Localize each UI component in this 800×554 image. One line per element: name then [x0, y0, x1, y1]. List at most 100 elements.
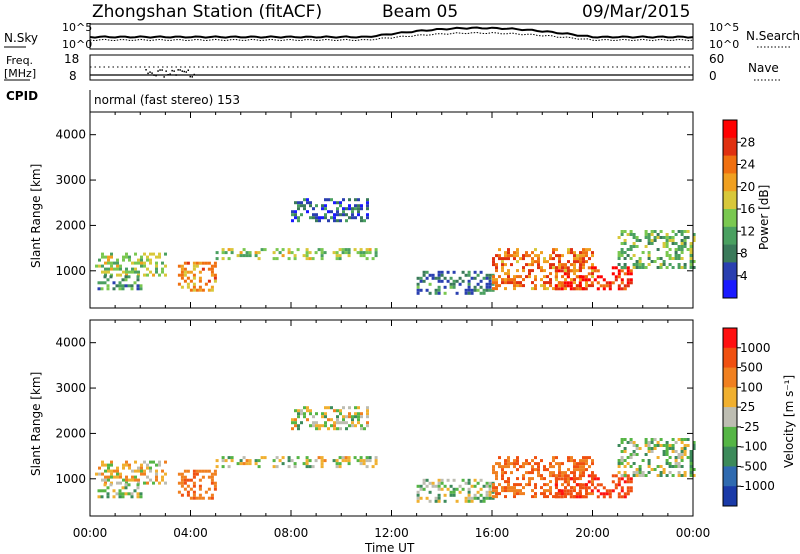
- power-cell: [366, 204, 369, 208]
- velocity-cell: [312, 424, 315, 428]
- velocity-cell: [97, 495, 101, 499]
- frequency-tick-bottom: 8: [69, 69, 77, 83]
- velocity-cell: [104, 469, 107, 473]
- velocity-cell: [239, 459, 243, 463]
- velocity-cell: [513, 465, 516, 469]
- nave-dip-dot: [193, 73, 195, 76]
- velocity-cell: [680, 450, 684, 453]
- power-cell: [620, 254, 624, 257]
- power-cell: [498, 275, 501, 279]
- velocity-cell: [584, 495, 588, 499]
- velocity-cell: [177, 472, 181, 476]
- x-tick-label: 12:00: [374, 526, 409, 540]
- power-cell: [632, 242, 636, 245]
- power-cell: [236, 254, 240, 258]
- velocity-cell: [357, 406, 360, 410]
- noise-right-tick-top: 10^5: [709, 21, 739, 34]
- power-ytick-label: 2000: [55, 218, 86, 232]
- power-cell: [434, 291, 438, 295]
- power-cell: [344, 251, 348, 255]
- velocity-cell: [124, 483, 128, 487]
- power-cell: [260, 248, 264, 252]
- velocity-cell: [359, 459, 363, 463]
- power-cell: [354, 216, 357, 220]
- velocity-cell: [98, 472, 101, 476]
- power-cell: [689, 263, 693, 266]
- velocity-cell: [578, 495, 582, 499]
- power-cell: [638, 239, 642, 242]
- power-cell: [647, 251, 651, 254]
- power-cell: [100, 281, 104, 285]
- power-cell: [569, 269, 573, 273]
- power-cell: [195, 261, 199, 265]
- power-data: [95, 198, 696, 295]
- velocity-cell: [692, 441, 696, 444]
- power-cell: [650, 260, 654, 263]
- velocity-cell: [180, 478, 184, 482]
- power-cell: [207, 279, 211, 283]
- power-cell: [473, 276, 477, 280]
- velocity-cell: [161, 469, 164, 473]
- power-cell: [665, 239, 669, 242]
- velocity-cell: [507, 462, 510, 466]
- power-cell: [617, 251, 621, 254]
- power-cell: [582, 257, 585, 261]
- power-cell: [689, 251, 693, 254]
- power-cell: [570, 248, 573, 252]
- power-cell: [155, 270, 158, 274]
- power-cell: [528, 263, 531, 267]
- velocity-cell: [623, 480, 627, 484]
- power-cell: [683, 245, 687, 248]
- power-cell: [635, 236, 639, 239]
- power-cell: [546, 287, 549, 291]
- velocity-cell: [134, 478, 137, 482]
- power-cell: [552, 251, 555, 255]
- power-cell: [183, 261, 187, 265]
- power-cell: [419, 279, 423, 283]
- power-cell: [149, 270, 152, 274]
- velocity-cell: [104, 478, 107, 482]
- power-cell: [213, 261, 217, 265]
- velocity-cell: [422, 481, 426, 485]
- power-cell: [309, 201, 312, 205]
- velocity-cell: [359, 456, 363, 460]
- power-cell: [125, 273, 128, 277]
- velocity-cell: [564, 474, 567, 478]
- velocity-cell: [644, 474, 648, 477]
- power-cell: [647, 263, 651, 266]
- velocity-cell: [139, 495, 143, 499]
- power-cell: [519, 284, 522, 288]
- power-cell: [584, 278, 588, 282]
- velocity-cell: [245, 462, 249, 466]
- velocity-cell: [297, 409, 300, 413]
- velocity-cell: [354, 412, 357, 416]
- power-cell: [507, 278, 510, 282]
- power-cell: [659, 257, 663, 260]
- power-cell: [110, 264, 113, 268]
- power-cell: [371, 257, 375, 261]
- velocity-cell: [668, 462, 672, 465]
- velocity-cell: [510, 462, 513, 466]
- velocity-cell: [189, 478, 193, 482]
- power-cell: [177, 282, 181, 286]
- velocity-cell: [507, 480, 510, 484]
- power-cell: [416, 285, 420, 289]
- velocity-cell: [321, 412, 324, 416]
- power-cell: [531, 263, 534, 267]
- velocity-cell: [564, 477, 567, 481]
- velocity-cell: [136, 486, 140, 490]
- power-cell: [680, 266, 684, 269]
- velocity-colorbar-tick-label: 1000: [740, 341, 771, 355]
- power-cell: [106, 278, 110, 282]
- power-cell: [576, 257, 579, 261]
- velocity-cell: [492, 486, 495, 490]
- velocity-cell: [629, 441, 633, 444]
- power-cell: [338, 257, 342, 261]
- power-cell: [566, 266, 570, 270]
- power-cell: [677, 257, 681, 260]
- velocity-cell: [516, 468, 519, 472]
- velocity-cell: [689, 474, 693, 477]
- power-cell: [365, 257, 369, 261]
- power-cell: [443, 291, 447, 295]
- power-cell: [140, 261, 143, 265]
